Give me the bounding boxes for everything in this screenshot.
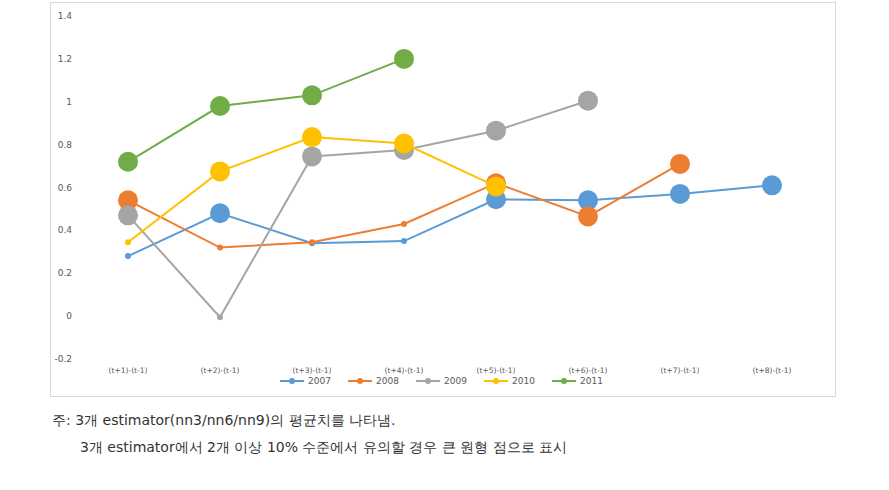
point bbox=[125, 253, 131, 259]
significant-point bbox=[210, 203, 230, 223]
point bbox=[217, 314, 223, 320]
x-tick-label: (t+1)-(t-1) bbox=[109, 366, 148, 375]
series-line bbox=[128, 137, 496, 242]
x-tick-label: (t+3)-(t-1) bbox=[293, 366, 332, 375]
legend-label: 2010 bbox=[512, 376, 535, 386]
legend-label: 2011 bbox=[580, 376, 603, 386]
y-tick-label: 1.2 bbox=[58, 54, 72, 64]
significant-point bbox=[118, 152, 138, 172]
significant-point bbox=[302, 146, 322, 166]
footnote: 주: 3개 estimator(nn3/nn6/nn9)의 평균치를 나타냄. bbox=[52, 412, 396, 428]
legend-marker bbox=[289, 378, 295, 384]
significant-point bbox=[210, 161, 230, 181]
x-tick-label: (t+7)-(t-1) bbox=[661, 366, 700, 375]
x-tick-label: (t+5)-(t-1) bbox=[477, 366, 516, 375]
chart-frame bbox=[51, 3, 836, 397]
point bbox=[125, 239, 131, 245]
x-tick-label: (t+4)-(t-1) bbox=[385, 366, 424, 375]
significant-point bbox=[486, 176, 506, 196]
legend-marker bbox=[357, 378, 363, 384]
legend-label: 2008 bbox=[376, 376, 399, 386]
marks bbox=[118, 49, 782, 320]
x-tick-label: (t+6)-(t-1) bbox=[569, 366, 608, 375]
y-tick-label: 1.4 bbox=[58, 11, 73, 21]
significant-point bbox=[210, 96, 230, 116]
point bbox=[401, 238, 407, 244]
significant-point bbox=[762, 175, 782, 195]
significant-point bbox=[670, 184, 690, 204]
point bbox=[401, 221, 407, 227]
x-tick-label: (t+2)-(t-1) bbox=[201, 366, 240, 375]
y-tick-label: 1 bbox=[66, 97, 72, 107]
significant-point bbox=[302, 85, 322, 105]
y-tick-label: 0.4 bbox=[58, 225, 73, 235]
series-line bbox=[128, 164, 680, 248]
legend-marker bbox=[561, 378, 567, 384]
significant-point bbox=[670, 154, 690, 174]
significant-point bbox=[578, 206, 598, 226]
y-tick-label: 0.2 bbox=[58, 268, 72, 278]
series-line bbox=[128, 101, 588, 318]
significant-point bbox=[118, 205, 138, 225]
x-tick-label: (t+8)-(t-1) bbox=[753, 366, 792, 375]
significant-point bbox=[486, 121, 506, 141]
significant-point bbox=[578, 91, 598, 111]
legend-label: 2007 bbox=[308, 376, 331, 386]
significant-point bbox=[394, 49, 414, 69]
y-tick-label: 0.8 bbox=[58, 140, 73, 150]
y-tick-label: -0.2 bbox=[54, 354, 72, 364]
legend-label: 2009 bbox=[444, 376, 467, 386]
significant-point bbox=[302, 127, 322, 147]
footnote: 3개 estimator에서 2개 이상 10% 수준에서 유의할 경우 큰 원… bbox=[80, 439, 567, 455]
point bbox=[309, 239, 315, 245]
legend-marker bbox=[425, 378, 431, 384]
y-tick-label: 0 bbox=[66, 311, 72, 321]
series-line bbox=[128, 59, 404, 162]
significant-point bbox=[394, 134, 414, 154]
legend-marker bbox=[493, 378, 499, 384]
y-tick-label: 0.6 bbox=[58, 183, 73, 193]
chart-svg: -0.2 0 0.2 0.4 0.6 0.8 1 1.2 1.4 (t+1)-(t-1) (t+2)… bbox=[0, 0, 889, 490]
point bbox=[217, 245, 223, 251]
